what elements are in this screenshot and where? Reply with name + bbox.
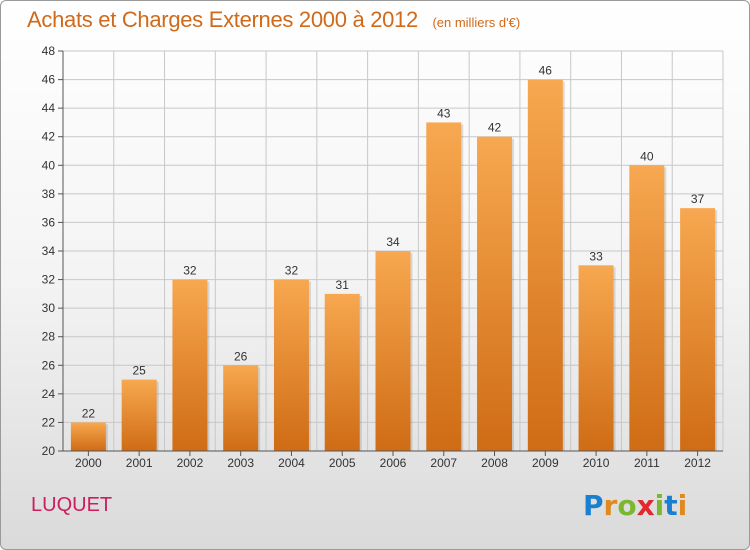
logo-letter: x — [636, 489, 655, 522]
y-tick-label: 32 — [42, 273, 56, 287]
bar — [477, 136, 513, 451]
bar — [324, 293, 360, 451]
y-tick-label: 34 — [42, 244, 56, 258]
x-tick-label: 2010 — [583, 456, 610, 470]
bar — [680, 208, 716, 451]
bar — [375, 251, 411, 451]
y-tick-label: 48 — [42, 44, 56, 58]
y-tick-label: 38 — [42, 187, 56, 201]
x-tick-label: 2004 — [278, 456, 305, 470]
y-tick-label: 22 — [42, 415, 56, 429]
x-tick-label: 2007 — [430, 456, 457, 470]
bar — [223, 365, 259, 451]
bar-value-label: 37 — [691, 192, 705, 206]
y-tick-label: 36 — [42, 215, 56, 229]
bar-value-label: 43 — [437, 106, 451, 120]
bar-value-label: 26 — [234, 349, 248, 363]
y-tick-label: 46 — [42, 73, 56, 87]
bar — [172, 279, 208, 451]
y-tick-label: 44 — [42, 101, 56, 115]
bar — [426, 122, 462, 451]
x-tick-label: 2006 — [380, 456, 407, 470]
y-tick-label: 28 — [42, 330, 56, 344]
x-tick-label: 2009 — [532, 456, 559, 470]
bar-value-label: 25 — [132, 364, 146, 378]
y-tick-label: 40 — [42, 158, 56, 172]
x-tick-label: 2001 — [126, 456, 153, 470]
bar-value-label: 31 — [336, 278, 350, 292]
proxiti-logo: Proxiti — [583, 489, 687, 522]
y-tick-label: 24 — [42, 387, 56, 401]
x-tick-label: 2008 — [481, 456, 508, 470]
x-tick-label: 2000 — [75, 456, 102, 470]
logo-letter: t — [664, 489, 678, 522]
axes: 20 22 24 26 28 30 32 34 36 38 40 42 44 46 48 2000 2001 20… — [42, 44, 723, 470]
bar-value-label: 32 — [285, 264, 299, 278]
bar-value-label: 42 — [488, 121, 502, 135]
bar-value-label: 34 — [386, 235, 400, 249]
bar-value-label: 22 — [82, 406, 96, 420]
logo-letter: o — [617, 489, 637, 522]
title-row: Achats et Charges Externes 2000 à 2012 (… — [27, 7, 520, 33]
logo-letter: i — [654, 489, 665, 522]
y-tick-label: 20 — [42, 444, 56, 458]
logo-letter: r — [603, 489, 618, 522]
x-tick-label: 2011 — [634, 456, 660, 470]
logo-letter: i — [677, 489, 688, 522]
bar-value-label: 33 — [589, 249, 603, 263]
x-tick-label: 2012 — [684, 456, 711, 470]
bar — [629, 165, 665, 452]
y-tick-label: 26 — [42, 358, 56, 372]
logo-letter: P — [583, 489, 604, 522]
x-tick-label: 2003 — [227, 456, 254, 470]
chart-subtitle: (en milliers d'€) — [432, 15, 521, 30]
bar — [527, 79, 563, 452]
bar — [121, 379, 157, 451]
chart-title: Achats et Charges Externes 2000 à 2012 — [27, 7, 418, 32]
bar — [273, 279, 309, 451]
bar-value-label: 32 — [183, 264, 197, 278]
bar-value-label: 40 — [640, 149, 654, 163]
commune-name: LUQUET — [31, 494, 113, 516]
y-tick-label: 42 — [42, 130, 56, 144]
bar-value-label: 46 — [539, 64, 553, 78]
bar — [578, 265, 614, 451]
y-tick-label: 30 — [42, 301, 56, 315]
bars: 22 25 32 26 32 31 34 43 42 46 33 40 37 — [70, 64, 718, 452]
x-tick-label: 2005 — [329, 456, 356, 470]
x-tick-label: 2002 — [177, 456, 204, 470]
bar — [70, 422, 106, 451]
